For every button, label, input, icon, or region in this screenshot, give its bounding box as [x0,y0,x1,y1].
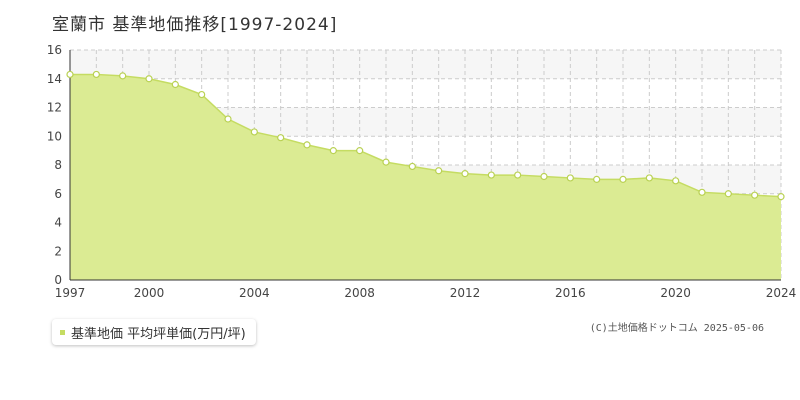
data-point [645,174,653,182]
y-tick-label: 16 [47,43,62,57]
data-point [119,72,127,80]
data-point [145,75,153,83]
data-point [777,193,785,201]
data-point [277,134,285,142]
y-tick-label: 12 [47,101,62,115]
x-tick-label: 2020 [660,286,691,300]
data-point [303,141,311,149]
data-point [408,162,416,171]
chart-title: 室蘭市 基準地価推移[1997-2024] [52,15,338,35]
data-point [698,188,706,196]
data-point [487,171,495,179]
legend: 基準地価 平均坪単価(万円/坪) [52,319,256,345]
x-tick-label: 2016 [555,286,586,300]
data-point [92,70,100,79]
series-line [70,73,782,198]
series-area [70,74,781,280]
y-tick-label: 0 [54,273,62,287]
y-tick-label: 6 [54,187,62,201]
x-tick-label: 2024 [766,286,797,300]
x-tick-label: 1997 [55,286,86,300]
legend-swatch [60,329,65,335]
data-point [435,167,443,175]
data-point [724,190,732,198]
grid-band [70,50,781,79]
x-tick-label: 2012 [450,286,481,300]
y-tick-label: 8 [54,158,62,172]
data-point [224,115,232,123]
copyright-text: (C)土地価格ドットコム 2025-05-06 [589,323,764,334]
data-point [171,80,179,89]
data-point [461,170,469,178]
data-point [198,90,206,99]
x-tick-label: 2000 [134,286,165,300]
x-tick-label: 2004 [239,286,270,300]
y-tick-label: 2 [54,244,62,258]
y-tick-label: 14 [47,72,62,86]
data-point [66,70,74,79]
data-point [356,147,364,155]
y-tick-label: 10 [47,129,62,143]
data-point [593,175,601,183]
data-point [751,191,759,199]
data-point [672,177,680,185]
x-tick-label: 2008 [344,286,375,300]
data-point [566,174,574,182]
data-point [540,172,548,181]
y-tick-label: 4 [54,216,62,230]
legend-label: 基準地価 平均坪単価(万円/坪) [71,326,246,342]
data-point [382,158,390,166]
data-point [329,147,337,155]
data-point [514,171,522,179]
data-point [619,175,627,183]
data-point [250,128,258,136]
